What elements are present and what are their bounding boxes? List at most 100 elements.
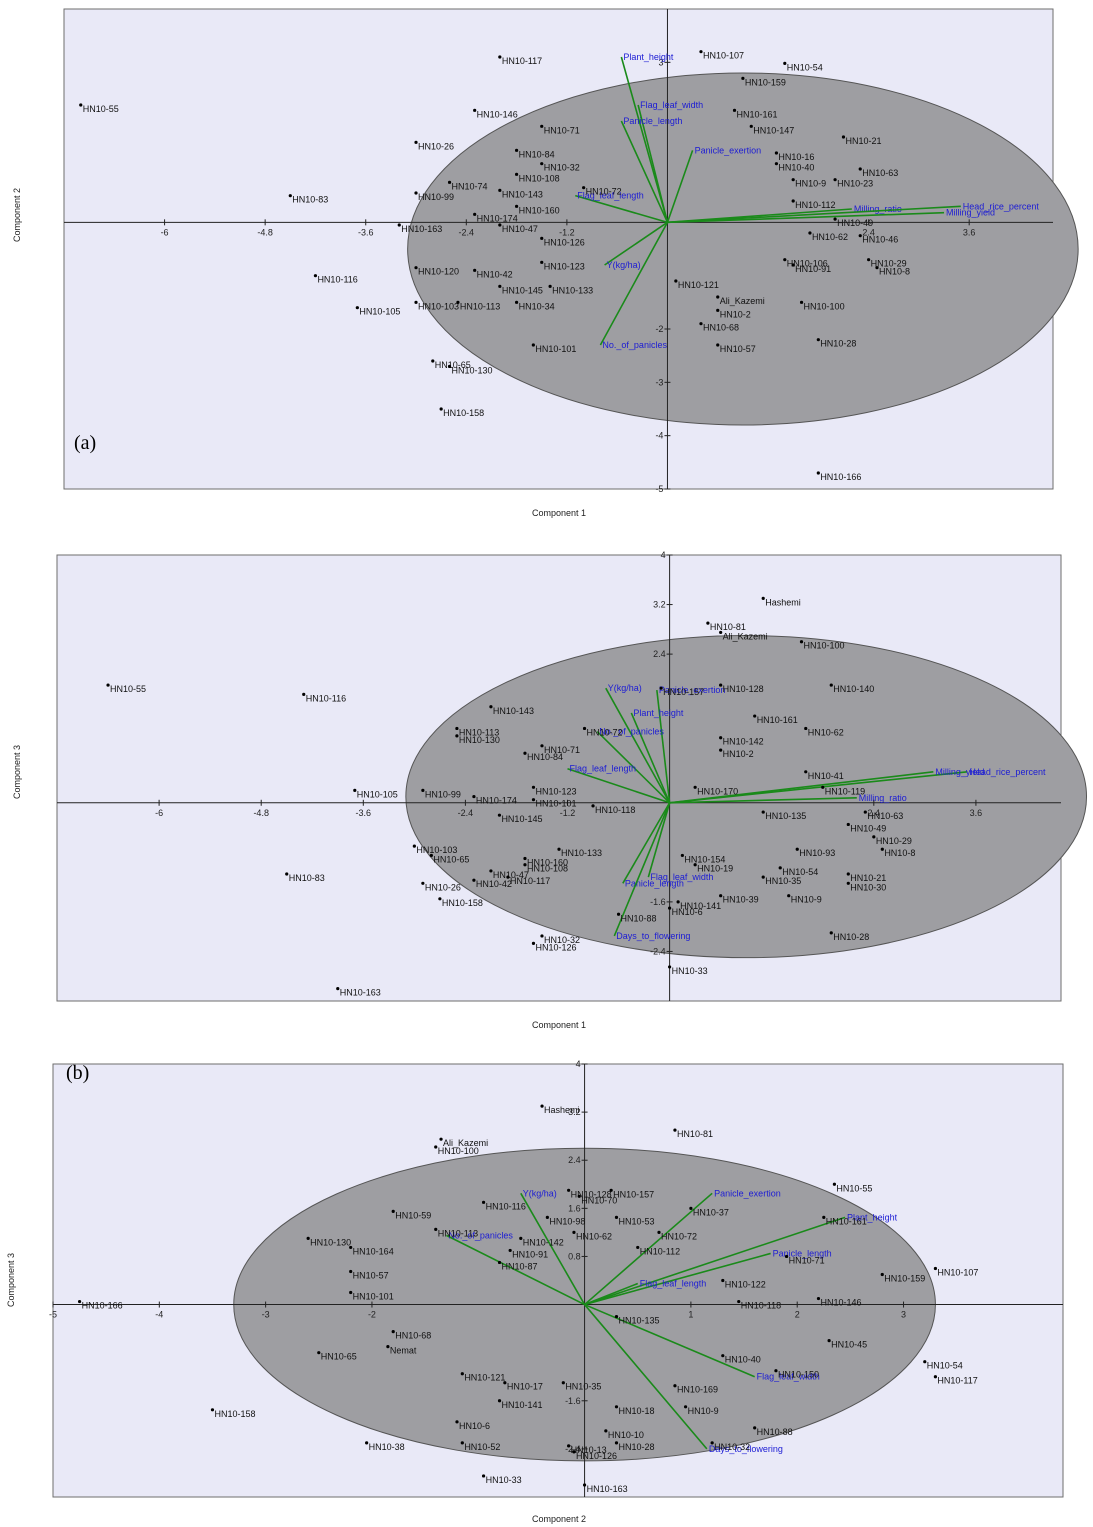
genotype-label: HN10-88 (757, 1427, 793, 1437)
genotype-point (336, 987, 340, 991)
genotype-point (706, 621, 710, 625)
genotype-point (391, 1330, 395, 1334)
genotype-label: HN10-2 (723, 749, 754, 759)
loading-vector (667, 205, 961, 224)
genotype-label: HN10-2 (720, 309, 751, 319)
genotype-label: HN10-47 (502, 224, 538, 234)
vector-label: Flag_leaf_length (640, 1279, 707, 1289)
genotype-label: HN10-117 (510, 876, 550, 886)
genotype-label: HN10-21 (850, 873, 886, 883)
x-axis-title: Component 1 (532, 1020, 586, 1030)
genotype-label: HN10-91 (795, 264, 831, 274)
genotype-label: HN10-103 (418, 301, 459, 311)
genotype-point (676, 900, 680, 904)
genotype-label: HN10-166 (82, 1301, 123, 1311)
genotype-point (699, 50, 703, 54)
genotype-label: HN10-145 (502, 285, 543, 295)
genotype-label: HN10-116 (317, 275, 357, 285)
genotype-point (591, 804, 595, 808)
genotype-label: HN10-133 (561, 848, 602, 858)
genotype-label: HN10-174 (477, 213, 518, 223)
genotype-label: HN10-33 (672, 966, 708, 976)
y-tick-label: 3.2 (568, 1107, 581, 1117)
genotype-label: HN10-72 (587, 727, 623, 737)
genotype-point (210, 1408, 215, 1412)
genotype-point (540, 1104, 544, 1108)
genotype-label: HN10-126 (576, 1451, 617, 1461)
genotype-label: HN10-53 (618, 1216, 654, 1226)
genotype-label: HN10-71 (544, 125, 580, 135)
genotype-label: HN10-26 (418, 141, 454, 151)
genotype-point (545, 1215, 549, 1219)
genotype-point (683, 1405, 688, 1409)
genotype-point (497, 1260, 502, 1265)
y-tick-label: -5 (655, 484, 663, 494)
genotype-label: HN10-28 (820, 339, 856, 349)
genotype-label: HN10-23 (837, 179, 873, 189)
biplot-panel-3: -5 -4 -3 -2 1 2 3 -2.4 -1.6 0.8 1.6 2.4 3.2 4 Componen… (6, 1059, 1064, 1524)
genotype-label: HN10-18 (618, 1406, 654, 1416)
genotype-point (481, 1474, 486, 1478)
genotype-point (397, 223, 401, 227)
genotype-label: HN10-33 (486, 1475, 522, 1485)
genotype-point (791, 263, 795, 267)
loading-vector (667, 211, 945, 224)
genotype-label: HN10-159 (745, 77, 786, 87)
genotype-point (285, 872, 289, 876)
genotype-point (540, 260, 544, 264)
genotype-label: Ali_Kazemi (443, 1138, 488, 1148)
genotype-point (414, 266, 418, 270)
genotype-point (791, 178, 795, 182)
x-tick-label: -4.8 (257, 227, 273, 237)
genotype-label: HN10-68 (395, 1331, 431, 1341)
genotype-label: HN10-62 (812, 232, 848, 242)
genotype-label: HN10-42 (476, 879, 512, 889)
panel-a-label: (a) (74, 432, 97, 454)
genotype-label: HN10-72 (661, 1231, 697, 1241)
genotype-label: HN10-118 (595, 805, 635, 815)
genotype-label: HN10-42 (477, 269, 513, 279)
genotype-point (753, 714, 757, 718)
genotype-label: HN10-163 (587, 1484, 628, 1494)
y-tick-label: -3 (655, 377, 663, 387)
genotype-point (498, 55, 502, 59)
genotype-label: HN10-49 (837, 218, 873, 228)
loading-vector (666, 150, 694, 223)
genotype-label: HN10-30 (850, 882, 886, 892)
genotype-label: HN10-142 (723, 737, 764, 747)
genotype-label: HN10-16 (778, 152, 814, 162)
genotype-label: HN10-26 (425, 882, 461, 892)
genotype-label: HN10-93 (799, 848, 835, 858)
loading-vector (647, 802, 671, 878)
genotype-label: HN10-133 (552, 285, 593, 295)
genotype-point (414, 300, 418, 304)
genotype-point (680, 853, 684, 858)
genotype-point (302, 692, 306, 696)
genotype-point (614, 1314, 619, 1319)
genotype-point (497, 813, 502, 817)
vector-label: Panicle_length (773, 1248, 832, 1258)
genotype-point (434, 1145, 438, 1149)
genotype-label: HN10-143 (493, 706, 534, 716)
vector-label: No._of_panicles (599, 727, 664, 737)
genotype-label: HN10-126 (544, 237, 585, 247)
genotype-label: HN10-146 (820, 1298, 861, 1308)
genotype-label: HN10-145 (501, 814, 542, 824)
loading-vector (669, 797, 857, 804)
genotype-label: HN10-158 (214, 1409, 255, 1419)
genotype-point (719, 630, 723, 635)
genotype-label: HN10-121 (678, 280, 719, 290)
x-tick-label: -2.4 (459, 227, 475, 237)
genotype-point (816, 1296, 821, 1301)
genotype-point (572, 1450, 576, 1454)
x-tick-label: -3.6 (358, 227, 374, 237)
genotype-label: HN10-45 (831, 1340, 867, 1350)
y-axis-title: Component 3 (6, 1253, 16, 1307)
genotype-point (833, 217, 837, 221)
genotype-label: HN10-135 (618, 1316, 659, 1326)
vector-label: No._of_panicles (602, 340, 667, 350)
x-axis-title: Component 2 (532, 1514, 586, 1524)
genotype-point (489, 705, 493, 709)
genotype-point (349, 1269, 353, 1274)
genotype-label: HN10-170 (697, 786, 738, 796)
